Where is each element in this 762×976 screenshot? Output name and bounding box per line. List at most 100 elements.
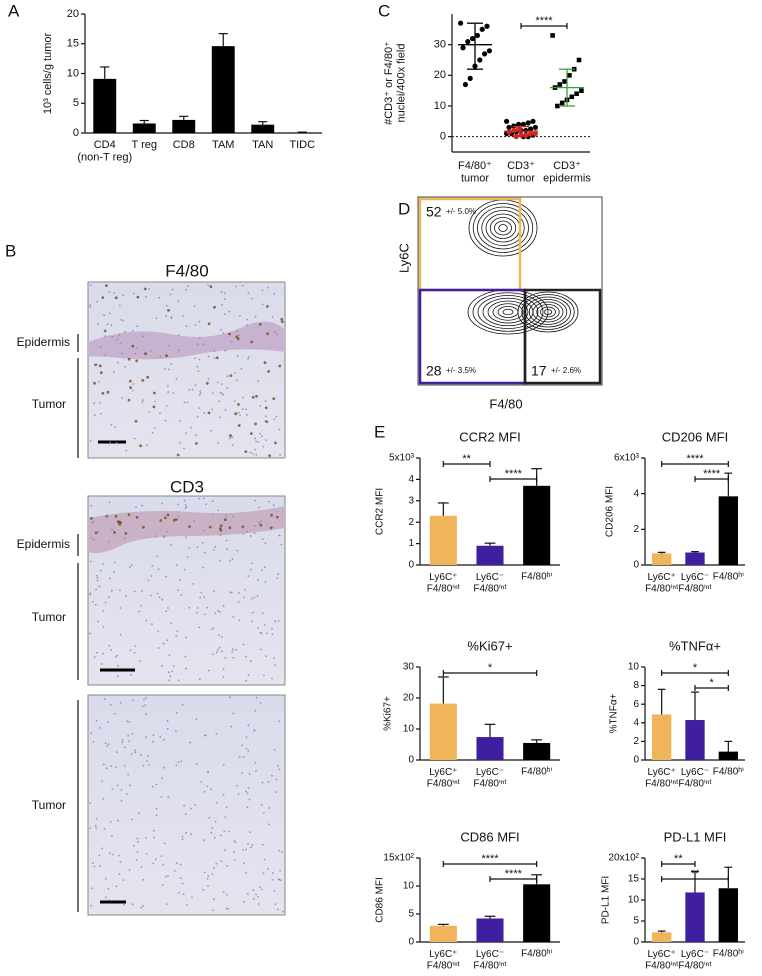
cell (116, 338, 119, 341)
cell (179, 579, 181, 582)
cell (213, 549, 215, 551)
cell (176, 862, 178, 865)
significance-label: ** (462, 453, 471, 465)
cell (167, 384, 169, 387)
cell (272, 504, 275, 506)
cell (156, 555, 159, 558)
cell (266, 332, 270, 336)
y-axis-label: %Ki67+ (383, 696, 394, 731)
cell (183, 568, 186, 571)
cell (119, 607, 122, 609)
cell (279, 454, 282, 456)
cell (219, 611, 221, 613)
cell (92, 862, 94, 864)
bar (211, 46, 235, 133)
bar (652, 553, 672, 565)
cell (89, 304, 92, 306)
y-tick-label: 0 (633, 560, 639, 571)
cell (97, 531, 100, 533)
cell (160, 795, 163, 798)
cell (244, 450, 248, 453)
cell (233, 840, 236, 842)
cell (198, 358, 201, 361)
cell (225, 806, 228, 809)
cell (167, 607, 169, 609)
cell (170, 622, 173, 625)
cell (262, 872, 265, 874)
cell (118, 522, 122, 526)
cell (170, 317, 173, 320)
cell (254, 315, 257, 318)
cell (141, 504, 144, 507)
cell (177, 503, 180, 506)
cell (185, 636, 188, 639)
cell (154, 858, 157, 861)
cell (183, 447, 185, 450)
cell (128, 379, 132, 383)
cell (234, 372, 236, 374)
cell (211, 873, 214, 875)
point (465, 39, 471, 45)
cell (280, 320, 284, 324)
cell (259, 886, 261, 888)
cell (252, 889, 255, 892)
cell (217, 509, 220, 512)
cell (222, 891, 225, 893)
cell (180, 594, 183, 597)
cell (98, 726, 101, 729)
cell (93, 381, 96, 385)
cell (146, 444, 148, 447)
cell (118, 304, 121, 307)
cell (131, 818, 133, 821)
cell (263, 624, 266, 626)
gate-sd: +/- 2.6% (551, 366, 581, 375)
cell (199, 392, 202, 394)
micrograph (87, 694, 286, 916)
cell (204, 613, 206, 616)
cell (194, 357, 196, 360)
cell (205, 503, 208, 506)
cell (203, 790, 206, 793)
cell (117, 664, 119, 667)
cell (163, 516, 167, 520)
point (569, 94, 575, 100)
cell (226, 386, 229, 389)
cell (184, 504, 187, 506)
cell (282, 910, 284, 913)
cell (124, 746, 126, 749)
cell (249, 535, 252, 537)
cell (223, 518, 227, 522)
point (462, 81, 468, 88)
cell (273, 292, 276, 295)
cell (113, 561, 116, 564)
cell (247, 575, 250, 577)
region-label: Epidermis (17, 537, 70, 551)
panel-letter: C (378, 1, 390, 20)
cell (91, 600, 94, 603)
cell (224, 298, 226, 301)
cell (176, 453, 180, 457)
cell (110, 324, 113, 327)
cell (129, 386, 133, 389)
cell (145, 713, 148, 716)
cell (93, 865, 96, 868)
cell (218, 634, 221, 637)
cell (105, 515, 108, 517)
cell (105, 284, 108, 287)
x-tick-label: Ly6C⁻ F4/80ⁱⁿᵗ (678, 767, 711, 790)
cell (237, 793, 240, 796)
cell (220, 834, 222, 837)
cell (271, 526, 274, 529)
cell (236, 355, 239, 358)
cell (159, 412, 161, 415)
contour (468, 199, 538, 257)
cell (127, 513, 131, 516)
cell (229, 560, 232, 562)
cell (260, 803, 263, 806)
x-tick-label: CD3⁺ epidermis (543, 160, 591, 185)
cell (229, 434, 232, 438)
y-axis-label: CCR2 MFI (375, 488, 386, 535)
cell (212, 627, 215, 629)
cell (224, 849, 226, 852)
